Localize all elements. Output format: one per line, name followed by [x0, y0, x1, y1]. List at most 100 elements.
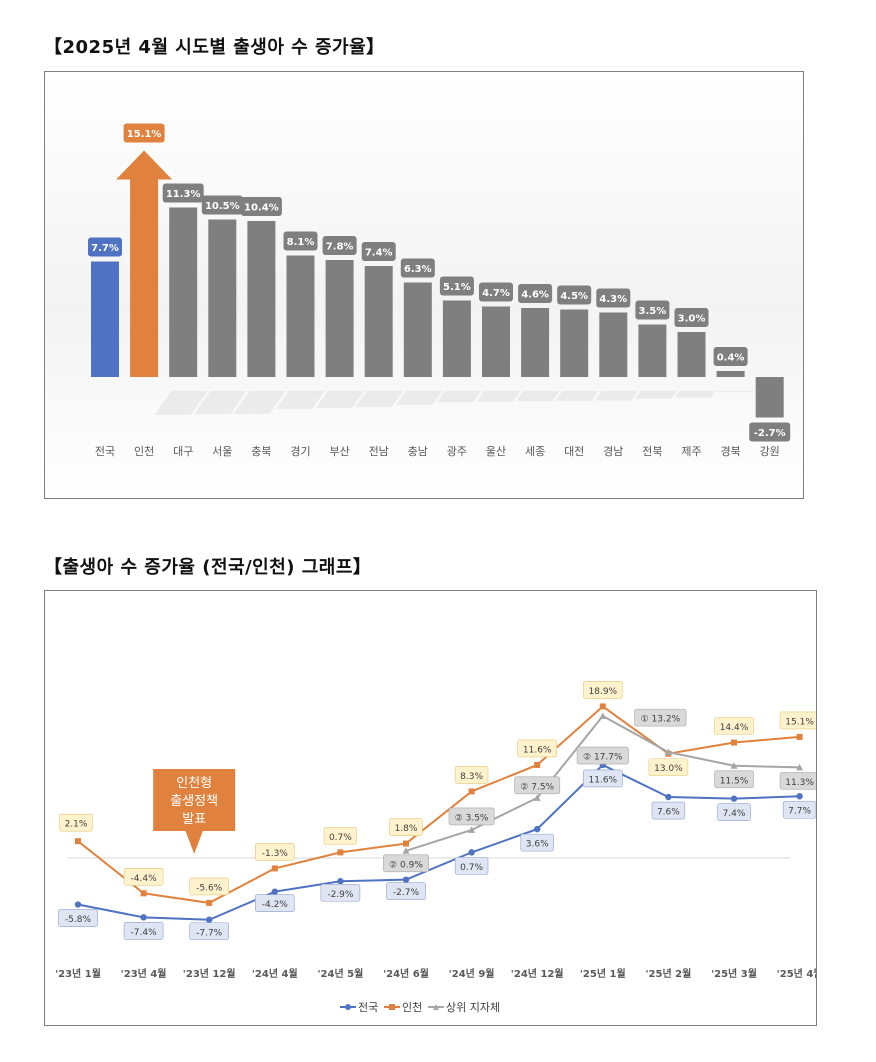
data-label: -5.6%	[196, 883, 223, 893]
data-label-box	[674, 308, 709, 327]
data-label: 11.6%	[589, 775, 618, 785]
data-label: 15.1%	[127, 129, 162, 140]
bar	[286, 255, 315, 377]
data-label-box	[58, 909, 98, 927]
data-label: 11.3%	[166, 189, 201, 200]
chart1-title: 【2025년 4월 시도별 출생아 수 증가율】	[44, 37, 385, 58]
data-label: 15.1%	[785, 717, 814, 727]
data-label: 8.1%	[287, 237, 315, 248]
point	[665, 793, 672, 801]
category-label: '24년 9월	[449, 967, 495, 980]
bar-group-2: 11.3% 대구	[154, 183, 208, 458]
data-label-box	[439, 276, 474, 296]
data-label-box	[582, 681, 623, 699]
bar	[91, 261, 119, 377]
bar	[521, 308, 550, 377]
point	[730, 795, 738, 802]
category-label: '25년 3월	[711, 967, 757, 980]
bar-group-3: 10.5% 서울	[194, 195, 247, 458]
line-chart: -5.8% -7.4% -7.7% -4.2% -2.9% -2.7% 0.7% 3.6% 11…	[55, 681, 823, 1014]
bar-reflection	[675, 391, 716, 398]
data-label: 7.7%	[788, 807, 811, 817]
bar-group-15: 3.0% 제주	[674, 308, 716, 458]
bar-group-7: 7.4% 전남	[355, 242, 403, 458]
data-label-box	[255, 843, 295, 861]
point	[337, 849, 344, 856]
category-label: 인천	[134, 444, 154, 458]
data-label-box	[576, 746, 629, 765]
data-label-box	[634, 708, 687, 727]
data-label: 10.4%	[244, 203, 279, 214]
legend-label: 상위 지자체	[446, 1001, 500, 1014]
category-label: 경기	[290, 445, 310, 458]
bar	[130, 178, 159, 377]
category-label: 전국	[95, 445, 115, 458]
data-label-box	[283, 231, 318, 251]
data-label: 10.5%	[205, 201, 240, 212]
data-label-box	[714, 717, 754, 735]
series-national: -5.8% -7.4% -7.7% -4.2% -2.9% -2.7% 0.7% 3.6% 11…	[58, 761, 817, 941]
data-label: ② 3.5%	[455, 813, 489, 823]
bar-reflection	[355, 391, 403, 408]
data-label: -2.9%	[327, 890, 354, 900]
bar-chart-panel: 7.7% 전국 15.1% 인천 11.3% 대구 10.5% 서울 10.4% 충북 8.1% 경기…	[44, 71, 804, 499]
data-label: 3.0%	[678, 314, 706, 325]
category-label: 전남	[369, 445, 389, 458]
category-label: 울산	[486, 445, 506, 458]
data-label: 4.5%	[560, 291, 588, 302]
point	[534, 761, 541, 768]
data-label-box	[59, 813, 93, 832]
data-label: 0.4%	[717, 353, 745, 364]
point	[599, 712, 607, 720]
data-label: ② 7.5%	[520, 782, 554, 792]
data-label: 7.4%	[723, 809, 746, 819]
bar-reflection	[555, 391, 599, 401]
data-label-box	[582, 769, 623, 788]
legend-marker	[389, 1004, 395, 1010]
data-label-box	[454, 766, 489, 784]
bar-group-10: 4.7% 울산	[476, 282, 521, 458]
point	[337, 878, 344, 885]
category-label: 대구	[173, 445, 193, 458]
point	[533, 794, 541, 801]
bar-reflection	[154, 391, 208, 415]
point	[731, 739, 737, 746]
data-label: -5.8%	[65, 915, 92, 925]
point	[730, 762, 738, 769]
bar	[755, 377, 784, 418]
category-label: '24년 12월	[511, 967, 564, 980]
bar-group-13: 4.3% 경남	[594, 288, 638, 458]
bar	[560, 309, 589, 377]
category-label: '25년 4월	[777, 967, 816, 980]
bar-group-14: 3.5% 전북	[635, 300, 677, 458]
bar-group-11: 4.6% 세종	[516, 284, 560, 458]
bar-chart: 7.7% 전국 15.1% 인천 11.3% 대구 10.5% 서울 10.4% 충북 8.1% 경기…	[88, 123, 791, 458]
point	[664, 748, 672, 756]
category-label: 충북	[251, 445, 271, 458]
data-label: -7.7%	[196, 928, 223, 938]
data-label-box	[361, 242, 396, 261]
point	[402, 847, 410, 854]
series-top: ② 0.9% ② 3.5% ② 7.5% ② 17.7% ① 13.2% 11.5% 11.…	[383, 708, 820, 873]
bar-reflection	[437, 391, 482, 403]
bar-reflection	[594, 391, 638, 401]
data-label-box	[520, 833, 554, 852]
data-label: 3.6%	[526, 840, 549, 850]
bar	[169, 207, 198, 377]
chart2-title: 【출생아 수 증가율 (전국/인천) 그래프】	[44, 557, 372, 578]
legend: 전국 인천 상위 지자체	[340, 1000, 500, 1014]
category-label: '23년 4월	[121, 967, 167, 980]
data-label: ① 13.2%	[641, 715, 681, 725]
bar-reflection	[276, 391, 325, 409]
callout-text: 출생정책	[170, 794, 218, 809]
point	[796, 733, 803, 740]
data-label: 11.6%	[523, 745, 552, 755]
data-label-box	[189, 877, 229, 896]
data-label-box	[123, 867, 164, 886]
data-label: 2.1%	[65, 820, 88, 830]
data-label-box	[749, 422, 791, 442]
data-label-box	[383, 854, 429, 873]
point	[206, 916, 213, 923]
point	[75, 838, 81, 845]
